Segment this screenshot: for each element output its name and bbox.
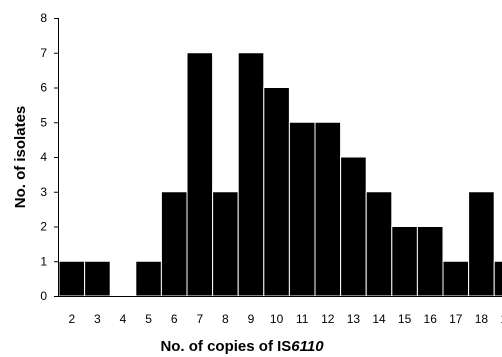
x-ticks-group: 2 3 4 5 6 7 8 9 10 11 12 13 14 15 16 17 18 19 xyxy=(68,312,502,326)
bar-6 xyxy=(160,191,188,297)
bar-18 xyxy=(468,191,495,297)
y-tick-label-8: 8 xyxy=(40,11,47,25)
x-tick-label-12: 12 xyxy=(321,312,335,326)
x-axis-title: No. of copies of IS6110 xyxy=(160,338,324,355)
bar-19 xyxy=(493,260,502,297)
x-axis-title-italic: 6110 xyxy=(291,338,324,355)
bar-9 xyxy=(237,52,265,297)
y-tick-label-1: 1 xyxy=(40,254,47,268)
bar-11 xyxy=(288,121,316,297)
y-tick-label-6: 6 xyxy=(40,81,47,95)
x-axis-title-prefix: No. of copies of IS xyxy=(160,338,291,355)
x-tick-label-5: 5 xyxy=(145,312,152,326)
bar-17 xyxy=(442,260,470,297)
x-tick-label-14: 14 xyxy=(372,312,386,326)
x-tick-label-7: 7 xyxy=(196,312,203,326)
bar-3 xyxy=(84,260,111,297)
bar-16 xyxy=(416,226,444,297)
x-tick-label-11: 11 xyxy=(296,312,309,326)
y-tick-label-7: 7 xyxy=(40,46,47,60)
y-tick-label-3: 3 xyxy=(40,185,47,199)
y-ticks-group: 0 1 2 3 4 5 6 7 8 xyxy=(40,11,59,303)
bar-5 xyxy=(135,260,162,297)
y-tick-label-2: 2 xyxy=(40,220,47,234)
y-tick-label-4: 4 xyxy=(40,150,47,164)
x-tick-label-18: 18 xyxy=(475,312,489,326)
x-tick-label-16: 16 xyxy=(424,312,438,326)
bar-7 xyxy=(186,52,214,297)
y-axis-title: No. of isolates xyxy=(12,106,29,209)
y-tick-label-0: 0 xyxy=(40,289,47,303)
bar-14 xyxy=(365,191,393,297)
x-tick-label-8: 8 xyxy=(222,312,229,326)
x-tick-label-2: 2 xyxy=(68,312,75,326)
x-tick-label-15: 15 xyxy=(398,312,412,326)
x-tick-label-9: 9 xyxy=(248,312,255,326)
bar-10 xyxy=(263,87,290,297)
y-tick-label-5: 5 xyxy=(40,115,47,129)
bars-group xyxy=(58,52,502,297)
bar-13 xyxy=(340,156,367,297)
bar-12 xyxy=(314,121,342,297)
x-tick-label-19: 19 xyxy=(500,312,502,326)
bar-15 xyxy=(391,226,418,297)
x-tick-label-4: 4 xyxy=(120,312,127,326)
bar-8 xyxy=(212,191,239,297)
x-tick-label-13: 13 xyxy=(347,312,361,326)
x-tick-label-10: 10 xyxy=(270,312,284,326)
bar-2 xyxy=(58,260,86,297)
x-tick-label-17: 17 xyxy=(449,312,463,326)
x-tick-label-3: 3 xyxy=(94,312,101,326)
x-tick-label-6: 6 xyxy=(171,312,178,326)
